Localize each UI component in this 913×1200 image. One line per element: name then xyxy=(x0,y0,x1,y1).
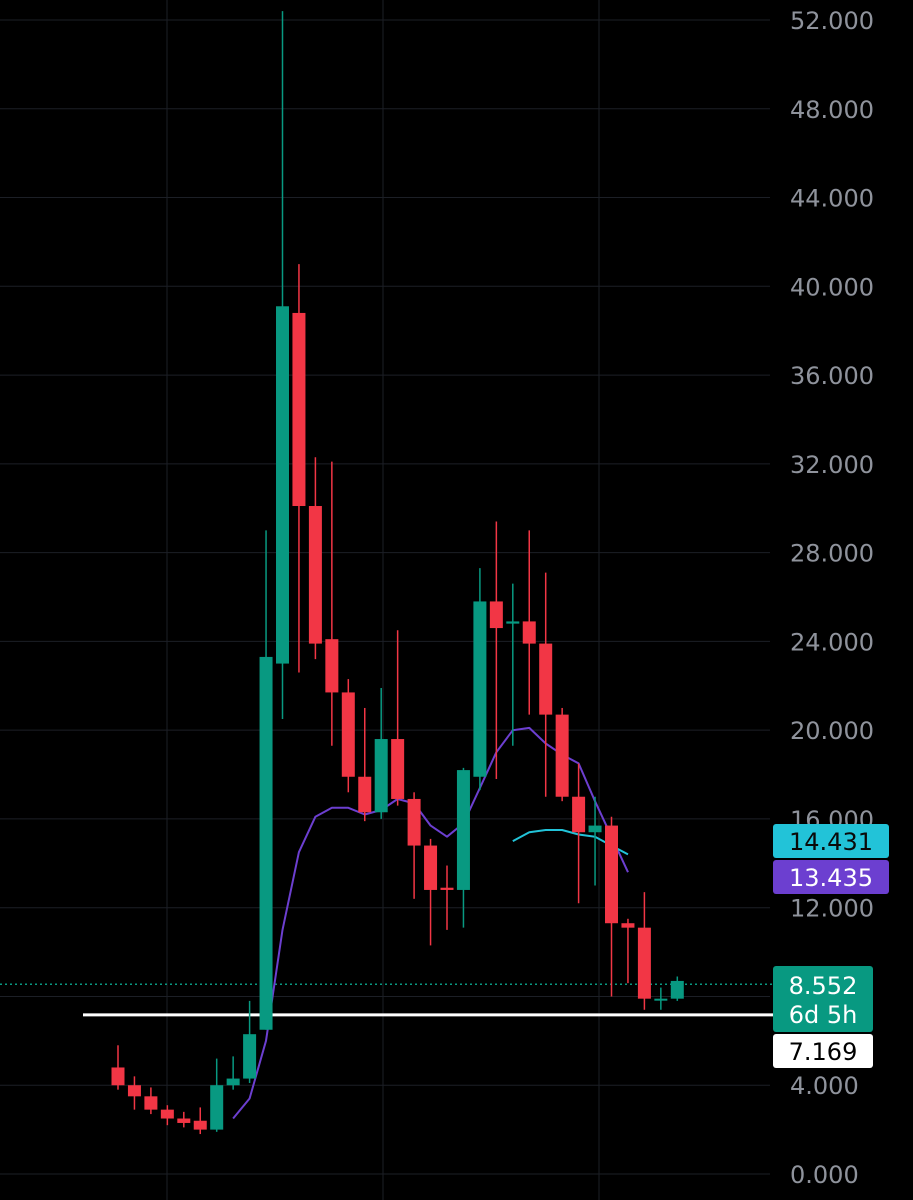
candle[interactable] xyxy=(391,630,405,806)
candles[interactable] xyxy=(111,11,684,1135)
y-tick-label: 20.000 xyxy=(790,717,874,745)
candle[interactable] xyxy=(127,1076,141,1110)
candle-body xyxy=(588,825,602,833)
candle[interactable] xyxy=(440,865,454,930)
support-badge-value: 7.169 xyxy=(789,1038,858,1066)
candle-body xyxy=(473,601,487,777)
candle-body xyxy=(292,312,306,507)
candle-body xyxy=(226,1078,240,1086)
y-tick-label: 12.000 xyxy=(790,895,874,923)
y-tick-label: 52.000 xyxy=(790,7,874,35)
candle[interactable] xyxy=(243,1000,257,1084)
y-tick-label: 32.000 xyxy=(790,451,874,479)
candle-body xyxy=(424,845,438,890)
ma-fast-badge-value: 14.431 xyxy=(789,828,873,856)
candle-body xyxy=(144,1096,158,1110)
candle-body xyxy=(210,1085,224,1130)
candle[interactable] xyxy=(341,679,355,793)
candle[interactable] xyxy=(539,572,553,797)
candle-body xyxy=(605,825,618,924)
candle-body xyxy=(325,639,339,693)
candle[interactable] xyxy=(522,530,536,715)
candle[interactable] xyxy=(588,796,602,886)
candle[interactable] xyxy=(292,264,306,673)
ma-slow-badge: 13.435 xyxy=(773,860,889,894)
candle[interactable] xyxy=(144,1087,158,1115)
last-price-badge: 8.552 6d 5h xyxy=(773,966,873,1032)
ma-slow-badge-value: 13.435 xyxy=(789,864,873,892)
candle[interactable] xyxy=(489,521,503,779)
candle[interactable] xyxy=(177,1111,191,1128)
y-tick-label: 40.000 xyxy=(790,273,874,301)
candle-body xyxy=(243,1034,257,1079)
candle[interactable] xyxy=(621,918,635,984)
candle[interactable] xyxy=(160,1105,174,1126)
candle-body xyxy=(637,927,651,999)
candle[interactable] xyxy=(407,792,421,899)
candle-body xyxy=(456,770,470,890)
candle[interactable] xyxy=(654,987,668,1010)
candle-body xyxy=(555,714,569,797)
support-badge: 7.169 xyxy=(773,1034,873,1068)
countdown-badge-value: 6d 5h xyxy=(789,1001,858,1029)
candle[interactable] xyxy=(358,707,372,822)
candle-body xyxy=(572,796,586,833)
candle-body xyxy=(127,1085,141,1097)
candle-body xyxy=(276,306,289,664)
candle[interactable] xyxy=(210,1058,224,1132)
y-tick-label: 36.000 xyxy=(790,362,874,390)
candle[interactable] xyxy=(572,763,586,904)
candle[interactable] xyxy=(506,583,520,746)
candle-body xyxy=(374,739,388,813)
candle-body xyxy=(522,621,536,644)
candle[interactable] xyxy=(308,457,322,660)
candle[interactable] xyxy=(374,687,388,819)
grid-lines xyxy=(0,0,770,1200)
candle-body xyxy=(407,798,421,846)
candle-body xyxy=(160,1109,174,1119)
candle[interactable] xyxy=(456,767,470,928)
candle-body xyxy=(670,980,684,999)
candle-body xyxy=(177,1118,191,1123)
candle[interactable] xyxy=(670,976,684,1001)
candle-body xyxy=(539,643,553,715)
candle[interactable] xyxy=(325,461,339,746)
price-axis[interactable]: 0.0004.00012.00016.00020.00024.00028.000… xyxy=(790,7,874,1189)
candle-body xyxy=(193,1120,207,1130)
candle-body xyxy=(259,656,273,1030)
candle-body xyxy=(341,692,355,777)
candle[interactable] xyxy=(276,11,289,720)
candle[interactable] xyxy=(193,1107,207,1135)
candle-body xyxy=(654,998,668,1001)
y-tick-label: 48.000 xyxy=(790,96,874,124)
candle[interactable] xyxy=(259,530,273,1030)
candle-body xyxy=(440,887,454,890)
y-tick-label: 44.000 xyxy=(790,185,874,213)
y-tick-label: 4.000 xyxy=(790,1072,859,1100)
y-tick-label: 24.000 xyxy=(790,628,874,656)
candle-body xyxy=(308,506,322,644)
last-price-badge-value: 8.552 xyxy=(789,972,858,1000)
candle[interactable] xyxy=(111,1045,125,1090)
candle-body xyxy=(111,1067,125,1086)
candle-body xyxy=(621,923,635,928)
candle[interactable] xyxy=(424,838,438,946)
candle-body xyxy=(358,776,372,813)
candle[interactable] xyxy=(605,816,618,997)
candle-body xyxy=(506,621,520,624)
candle[interactable] xyxy=(226,1056,240,1090)
y-tick-label: 28.000 xyxy=(790,540,874,568)
candle-body xyxy=(391,739,405,799)
ma-fast-badge: 14.431 xyxy=(773,824,889,858)
price-badges: 14.431 13.435 8.552 6d 5h 7.169 xyxy=(773,824,889,1068)
y-tick-label: 0.000 xyxy=(790,1161,859,1189)
candle-body xyxy=(489,601,503,629)
candle[interactable] xyxy=(473,568,487,791)
candle[interactable] xyxy=(555,707,569,802)
candle[interactable] xyxy=(637,892,651,1010)
